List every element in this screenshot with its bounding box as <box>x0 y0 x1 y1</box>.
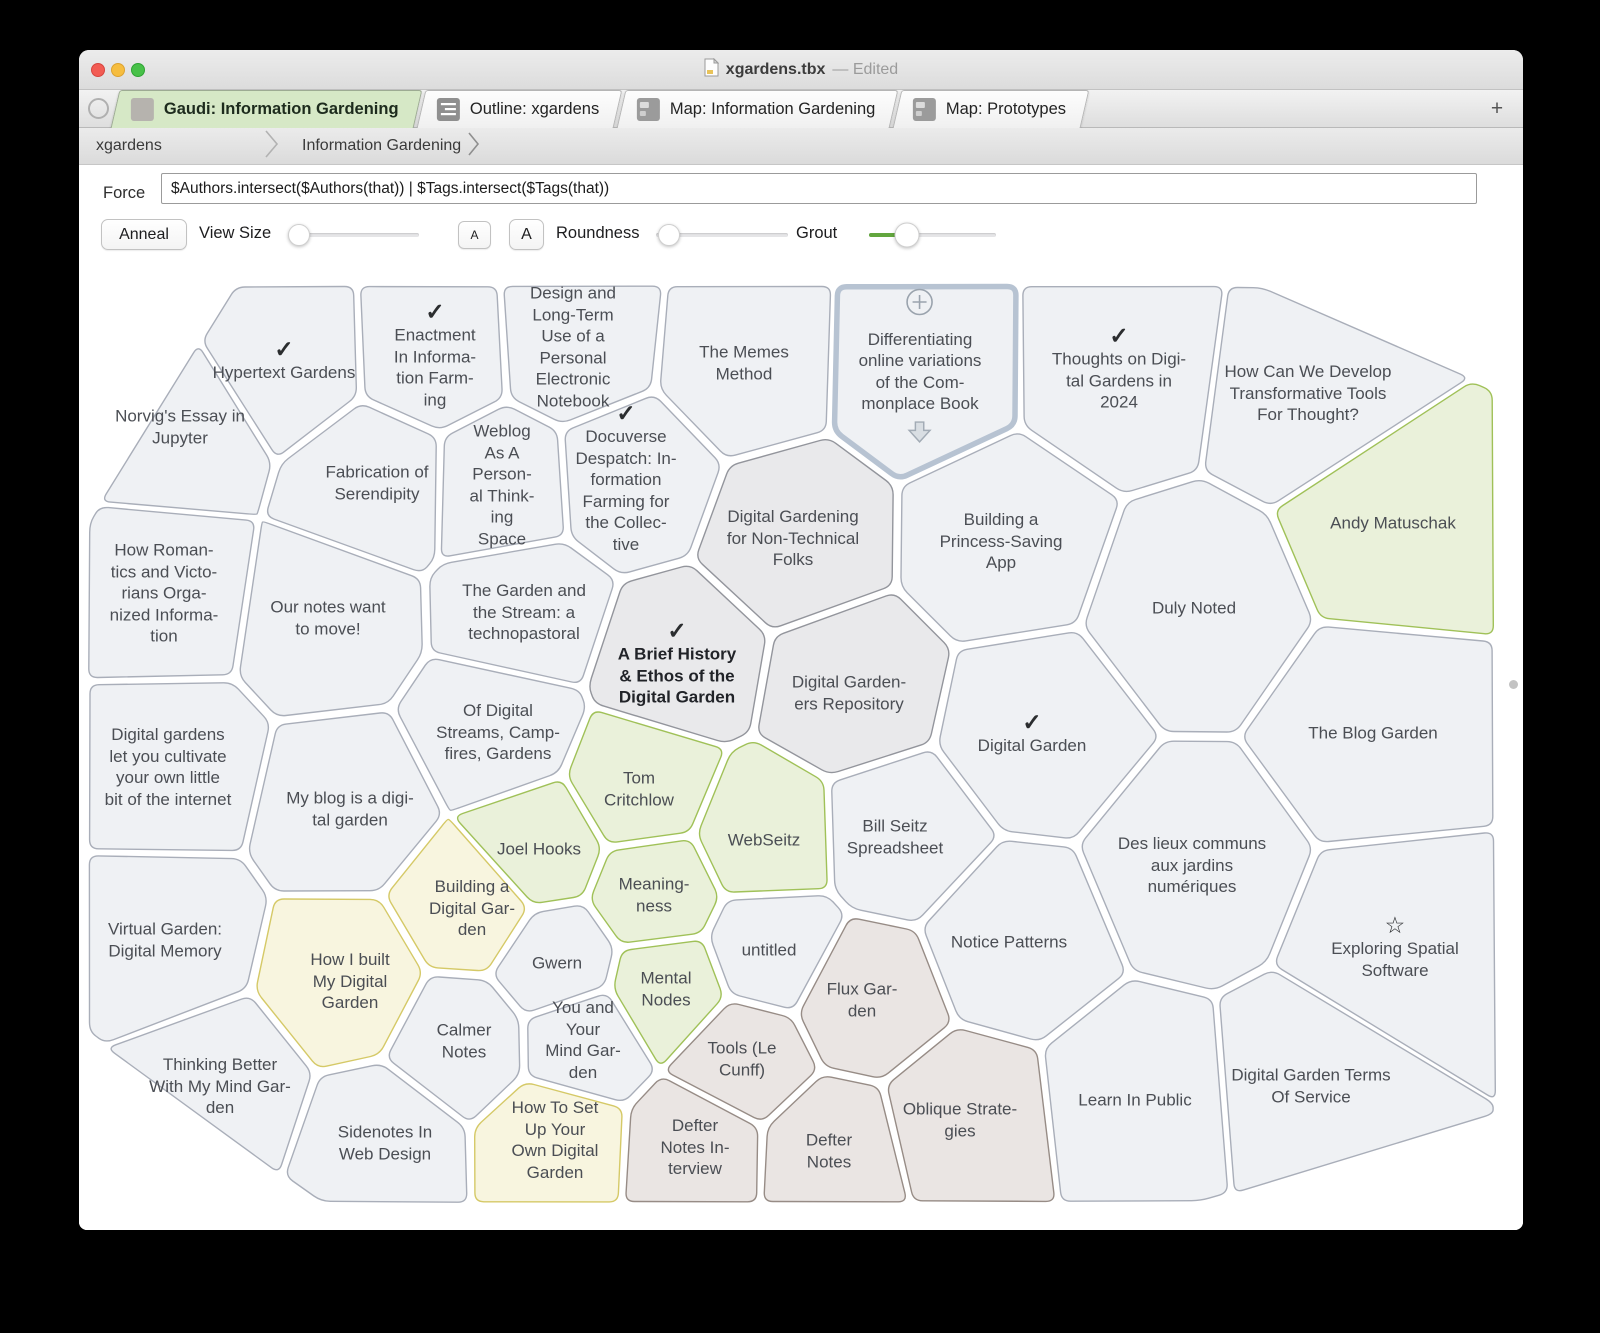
app-window: xgardens.tbx — Edited Gaudi: Information… <box>79 50 1523 1230</box>
view-size-label: View Size <box>199 224 272 242</box>
force-expression-input[interactable] <box>161 173 1477 204</box>
map-cell-docuverse-despatch-information-farming-for-the-collective[interactable] <box>564 396 720 574</box>
font-smaller-button[interactable]: A <box>458 221 491 249</box>
grout-slider-thumb[interactable] <box>894 222 920 248</box>
grout-label: Grout <box>796 224 838 242</box>
map-cell-digital-gardeners-repository[interactable] <box>758 594 950 774</box>
map-cell-webseitz[interactable] <box>698 741 828 893</box>
map-cell-enactment-in-information-farming[interactable] <box>360 285 503 429</box>
map-cell-virtual-garden-digital-memory[interactable] <box>88 855 267 1042</box>
gaudi-view-icon <box>130 97 155 122</box>
grout-slider[interactable] <box>869 222 996 248</box>
map-cell-thinking-better-with-my-mind-garden[interactable] <box>110 997 311 1171</box>
map-cell-gwern[interactable] <box>495 905 613 1012</box>
tab-map-information-gardening[interactable]: Map: Information Gardening <box>616 90 899 128</box>
scrollbar-thumb[interactable] <box>1509 680 1518 689</box>
tab-gaudi-information-gardening[interactable]: Gaudi: Information Gardening <box>110 90 423 128</box>
map-cell-our-notes-want-to-move[interactable] <box>239 521 423 717</box>
map-cell-learn-in-public[interactable] <box>1044 980 1228 1202</box>
map-view-icon <box>912 97 937 122</box>
gaudi-map: ✓ Hypertext Gardens ✓ Enactment In Informa-t… <box>79 265 1523 1230</box>
map-cell-mental-nodes[interactable] <box>614 940 722 1064</box>
map-cell-notice-patterns[interactable] <box>924 840 1124 1041</box>
map-cell-how-i-built-my-digital-garden[interactable] <box>256 898 421 1068</box>
map-cell-oblique-strategies[interactable] <box>887 1029 1055 1203</box>
map-cell-how-romantics-and-victorians-organized-information[interactable] <box>88 506 255 679</box>
map-cell-bill-seitz-spreadsheet[interactable] <box>831 751 995 921</box>
map-cell-calmer-notes[interactable] <box>388 976 521 1120</box>
zoom-button[interactable] <box>131 63 145 77</box>
map-cell-defter-notes[interactable] <box>763 1076 906 1203</box>
map-cell-building-a-princess-saving-app[interactable] <box>900 433 1118 642</box>
tab-outline-xgardens[interactable]: Outline: xgardens <box>416 90 623 128</box>
add-tab-button[interactable]: + <box>1490 97 1504 120</box>
expand-down-icon[interactable] <box>907 420 933 450</box>
map-cell-sidenotes-in-web-design[interactable] <box>286 1064 468 1203</box>
map-cell-exploring-spatial-software[interactable] <box>1275 832 1496 1098</box>
map-cell-the-blog-garden[interactable] <box>1244 626 1494 843</box>
map-cell-untitled[interactable] <box>710 895 843 1009</box>
map-cell-the-garden-and-the-stream-a-technopastoral[interactable] <box>429 543 614 684</box>
minimize-button[interactable] <box>111 63 125 77</box>
map-cell-how-can-we-develop-transformative-tools-for-thought[interactable] <box>1204 286 1466 505</box>
breadcrumb-item-xgardens[interactable]: xgardens <box>96 137 162 154</box>
map-cell-tom-critchlow[interactable] <box>568 711 723 843</box>
map-cell-andy-matuschak[interactable] <box>1276 383 1494 635</box>
chevron-right-icon <box>264 129 280 164</box>
map-cell-you-and-your-mind-garden[interactable] <box>527 994 653 1102</box>
map-cell-hypertext-gardens[interactable] <box>204 285 358 455</box>
map-cell-of-digital-streams-campfires-gardens[interactable] <box>397 658 586 811</box>
anneal-button[interactable]: Anneal <box>101 219 187 250</box>
document-icon <box>704 57 720 82</box>
window-title: xgardens.tbx — Edited <box>79 50 1523 90</box>
map-cell-digital-gardens-let-you-cultivate-your-own-little-bit-of-the-internet[interactable] <box>88 682 270 852</box>
window-title-filename: xgardens.tbx <box>725 61 826 78</box>
map-cell-digital-garden-terms-of-service[interactable] <box>1219 971 1494 1192</box>
gaudi-toolbar: Force Anneal View Size A A Roundness Gro… <box>79 165 1523 265</box>
map-cell-des-lieux-communs-aux-jardins-num-riques[interactable] <box>1081 740 1312 990</box>
titlebar: xgardens.tbx — Edited <box>79 50 1523 90</box>
map-view-icon <box>636 97 661 122</box>
map-cell-how-to-set-up-your-own-digital-garden[interactable] <box>473 1083 623 1203</box>
map-cell-digital-garden[interactable] <box>939 631 1157 839</box>
map-cell-flux-garden[interactable] <box>800 918 950 1078</box>
map-cell-weblog-as-a-personal-thinking-space[interactable] <box>440 406 564 557</box>
roundness-label: Roundness <box>556 224 640 242</box>
breadcrumb: xgardens Information Gardening <box>79 128 1523 165</box>
outline-view-icon <box>436 97 461 122</box>
view-size-slider-thumb[interactable] <box>288 224 311 246</box>
map-cell-fabrication-of-serendipity[interactable] <box>266 405 437 572</box>
roundness-slider-thumb[interactable] <box>658 224 681 246</box>
map-cell-differentiating-online-variations-of-the-commonplace-book[interactable] <box>831 283 1019 480</box>
map-cell-digital-gardening-for-non-technical-folks[interactable] <box>697 439 894 628</box>
view-size-slider[interactable] <box>288 224 419 246</box>
map-cell-defter-notes-interview[interactable] <box>625 1078 759 1203</box>
tab-bar: Gaudi: Information Gardening Outline: xg… <box>79 90 1523 128</box>
gaudi-map-canvas <box>88 283 1496 1203</box>
map-cell-thoughts-on-digital-gardens-in-2024[interactable] <box>1022 285 1223 493</box>
map-cell-the-memes-method[interactable] <box>660 285 832 457</box>
tab-history-button[interactable] <box>88 98 109 119</box>
create-link-icon[interactable] <box>905 287 935 323</box>
map-cell-a-brief-history-ethos-of-the-digital-garden[interactable] <box>589 565 766 743</box>
close-button[interactable] <box>91 63 105 77</box>
map-cell-duly-noted[interactable] <box>1085 480 1312 733</box>
map-cell-building-a-digital-garden[interactable] <box>388 818 526 972</box>
map-cell-my-blog-is-a-digital-garden[interactable] <box>248 712 441 892</box>
breadcrumb-item-information-gardening[interactable]: Information Gardening <box>302 137 462 154</box>
tab-map-prototypes[interactable]: Map: Prototypes <box>893 90 1090 128</box>
map-cell-joel-hooks[interactable] <box>456 781 600 904</box>
roundness-slider[interactable] <box>656 224 788 246</box>
window-title-edited: — Edited <box>832 61 899 78</box>
chevron-right-icon <box>467 131 481 162</box>
map-cell-tools-le-cunff[interactable] <box>667 1003 816 1120</box>
map-cell-design-and-long-term-use-of-a-personal-electronic-notebook[interactable] <box>503 285 662 423</box>
font-larger-button[interactable]: A <box>509 219 544 250</box>
map-cell-norvig-s-essay-in-jupyter[interactable] <box>103 348 271 515</box>
map-cell-meaningness[interactable] <box>591 840 718 943</box>
force-label: Force <box>103 184 146 202</box>
